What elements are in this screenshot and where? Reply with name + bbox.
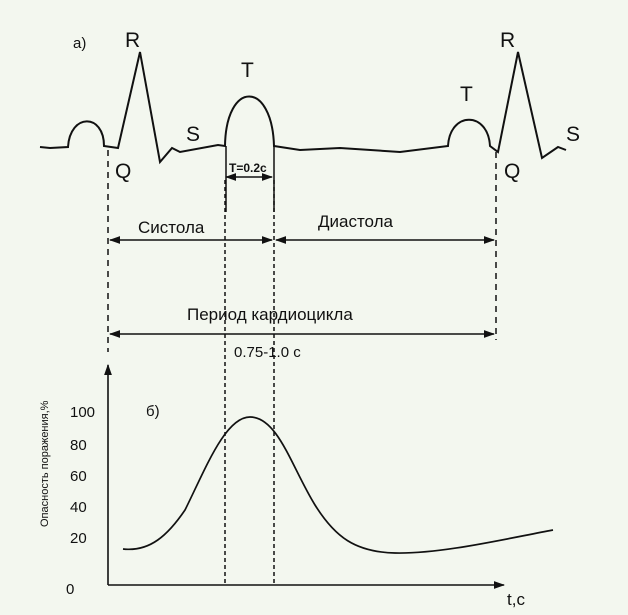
systole-label: Систола — [138, 218, 205, 237]
panel-b-tag: б) — [146, 403, 160, 420]
wave-label-r1: R — [125, 29, 140, 52]
y-tick-0: 0 — [66, 581, 74, 598]
y-tick-20: 20 — [70, 530, 87, 547]
y-tick-40: 40 — [70, 499, 87, 516]
danger-curve — [122, 416, 554, 554]
period-label: Период кардиоцикла — [187, 305, 353, 324]
panel-a: а) R Q S T T R Q S T=0.2c Систола Диасто… — [39, 29, 580, 361]
t-duration-label: T=0.2c — [229, 161, 267, 175]
panel-b: б) Опасность поражения,% t,c 0 20 40 60 … — [39, 363, 554, 609]
wave-label-s1: S — [186, 123, 200, 146]
y-tick-100: 100 — [70, 404, 95, 421]
wave-label-s2: S — [566, 123, 580, 146]
x-axis-label: t,c — [507, 590, 525, 609]
wave-label-t1: T — [241, 59, 254, 82]
period-range-label: 0.75-1.0 с — [234, 344, 301, 361]
y-tick-80: 80 — [70, 437, 87, 454]
y-tick-60: 60 — [70, 468, 87, 485]
wave-label-q2: Q — [504, 160, 520, 183]
wave-label-t2: T — [460, 83, 473, 106]
wave-label-q1: Q — [115, 160, 131, 183]
ecg-trace — [39, 51, 567, 165]
panel-a-tag: а) — [73, 35, 86, 52]
diastole-label: Диастола — [318, 212, 394, 231]
y-axis-label: Опасность поражения,% — [39, 400, 51, 527]
wave-label-r2: R — [500, 29, 515, 52]
